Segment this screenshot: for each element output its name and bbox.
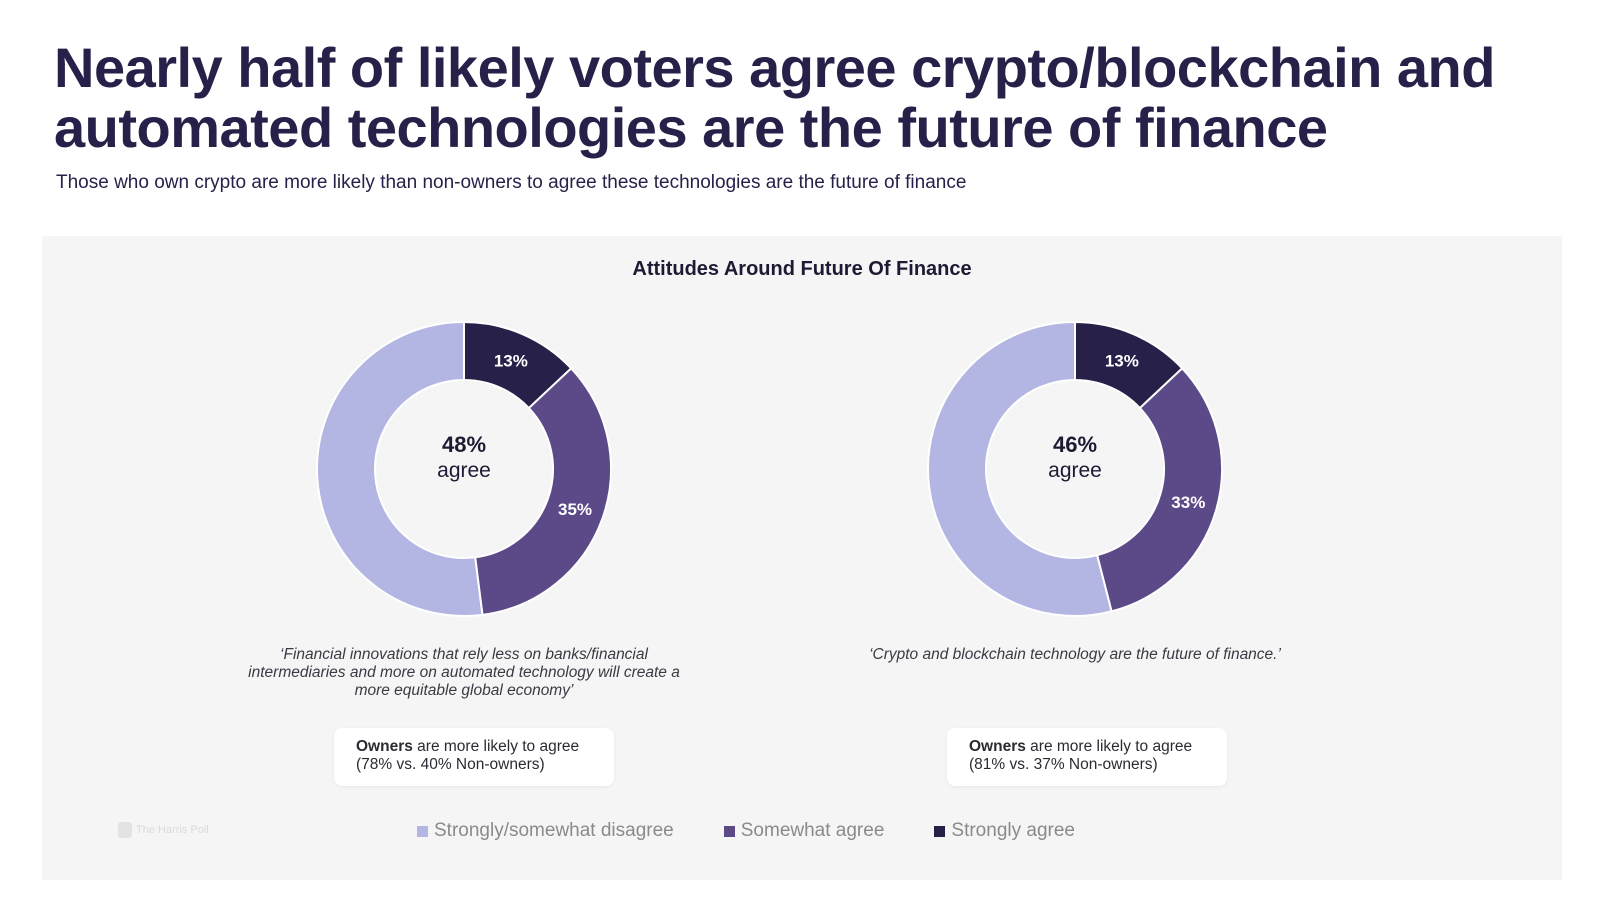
page-title: Nearly half of likely voters agree crypt… [54, 36, 1495, 159]
slice-data-label: 13% [494, 352, 528, 371]
chart-legend: Strongly/somewhat disagree Somewhat agre… [417, 820, 1075, 842]
legend-item-somewhat-agree: Somewhat agree [723, 820, 885, 842]
donut-chart-1: 13% 35% 48% agree [309, 314, 619, 624]
legend-swatch-disagree [417, 825, 428, 837]
legend-item-strongly-agree: Strongly agree [934, 820, 1075, 842]
chart-title: Attitudes Around Future Of Finance [632, 258, 972, 280]
callout-text: are more likely to agree [412, 738, 580, 755]
donut-center-1: 48% agree [309, 432, 619, 484]
slice-data-label: 33% [1171, 493, 1205, 512]
chart-panel: Attitudes Around Future Of Finance 13% 35… [42, 236, 1562, 880]
legend-label: Strongly agree [951, 820, 1075, 841]
donut-slice-strongly-somewhat-disagree [927, 320, 1113, 617]
center-value: 48% [441, 432, 487, 457]
center-label: agree [1048, 459, 1102, 482]
quote-1: ‘Financial innovations that rely less on… [248, 646, 680, 699]
donut-chart-2: 13% 33% 46% agree [920, 314, 1230, 624]
harris-poll-logo: The Harris Poll [118, 822, 209, 838]
callout-1: Owners are more likely to agree (78% vs.… [334, 728, 614, 786]
quote-2: ‘Crypto and blockchain technology are th… [869, 646, 1281, 663]
legend-label: Somewhat agree [740, 820, 885, 841]
slice-data-label: 35% [558, 500, 592, 519]
legend-label: Strongly/somewhat disagree [434, 820, 674, 841]
callout-2: Owners are more likely to agree (81% vs.… [947, 728, 1227, 786]
donut-slice-somewhat-agree [474, 366, 612, 616]
legend-item-disagree: Strongly/somewhat disagree [417, 820, 674, 842]
callout-detail: (78% vs. 40% Non-owners) [356, 756, 545, 773]
logo-icon [118, 822, 132, 838]
legend-swatch-somewhat-agree [723, 825, 735, 837]
donut-center-2: 46% agree [920, 432, 1230, 484]
logo-text: The Harris Poll [136, 824, 209, 836]
legend-swatch-strongly-agree [934, 825, 946, 837]
callout-bold: Owners [969, 738, 1026, 755]
center-label: agree [437, 459, 491, 482]
callout-detail: (81% vs. 37% Non-owners) [969, 756, 1158, 773]
page-subtitle: Those who own crypto are more likely tha… [56, 172, 967, 193]
donut-slice-strongly-somewhat-disagree [316, 320, 484, 617]
callout-bold: Owners [356, 738, 413, 755]
center-value: 46% [1052, 432, 1098, 457]
callout-text: are more likely to agree [1025, 738, 1193, 755]
slice-data-label: 13% [1105, 352, 1139, 371]
donut-slice-somewhat-agree [1095, 366, 1223, 613]
donut-svg-2: 13% 33% [927, 320, 1223, 617]
donut-svg-1: 13% 35% [316, 320, 612, 617]
